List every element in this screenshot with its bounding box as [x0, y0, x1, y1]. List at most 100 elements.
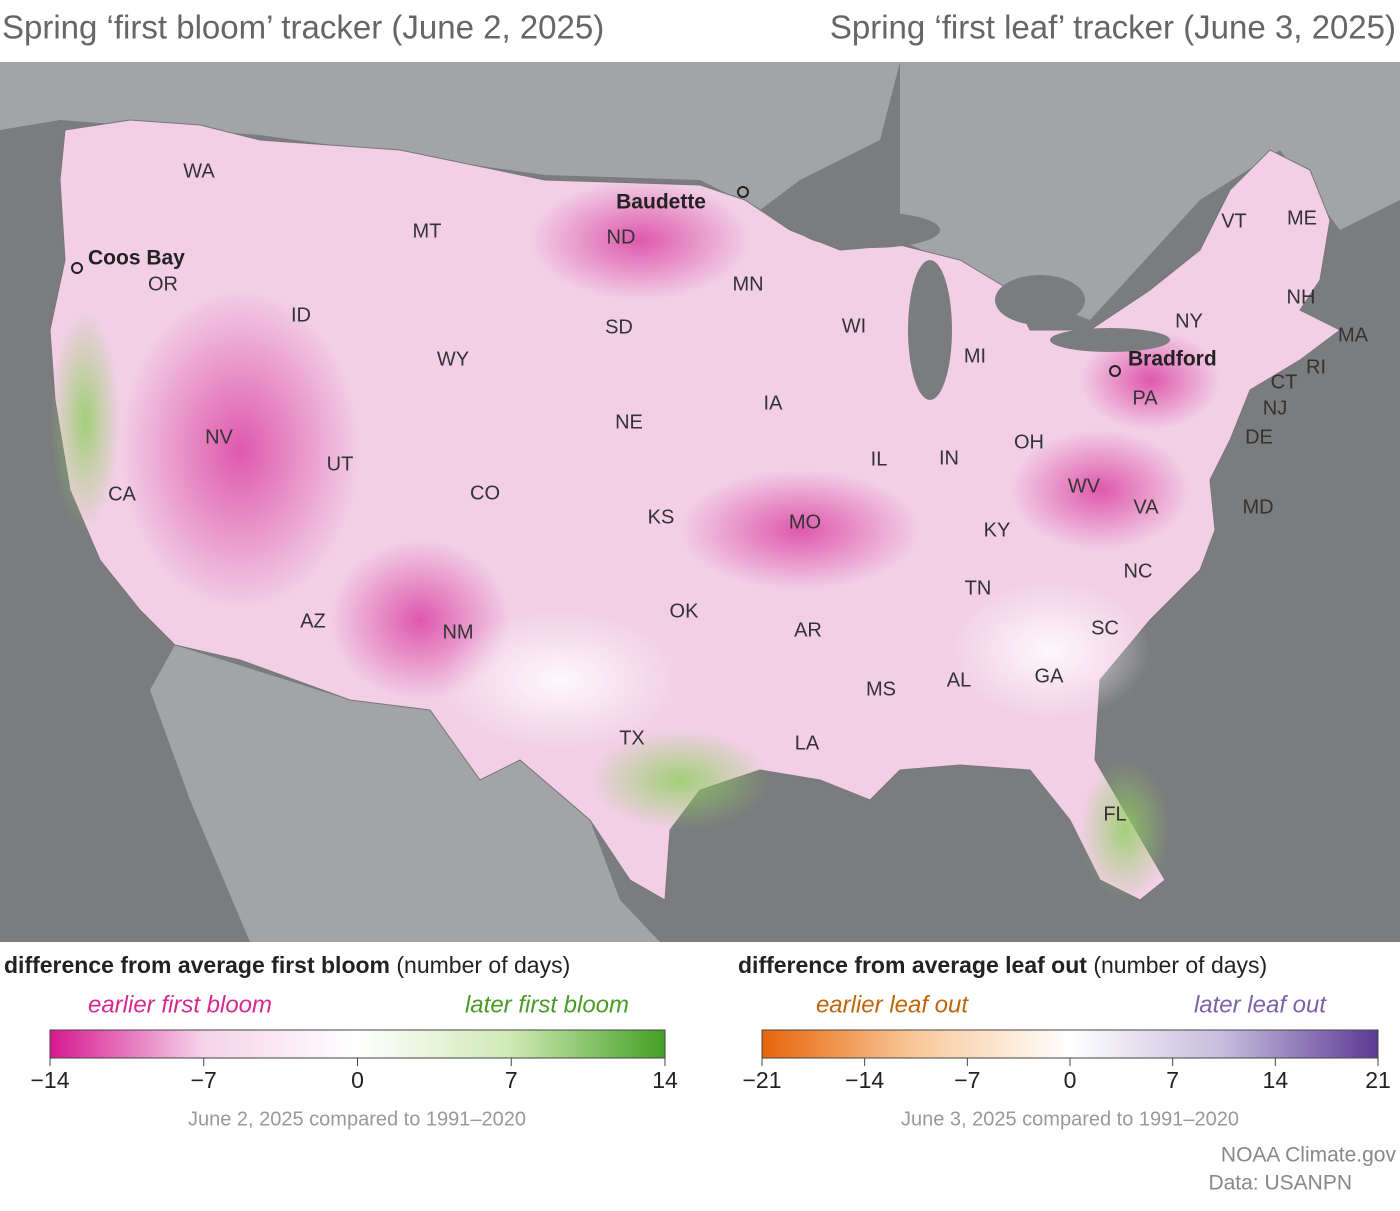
- state-label: MA: [1338, 324, 1369, 346]
- state-label: NY: [1175, 310, 1203, 332]
- pattern: [950, 580, 1150, 720]
- state-label: CA: [108, 483, 136, 505]
- state-label: MN: [732, 273, 763, 295]
- state-label: GA: [1035, 665, 1065, 687]
- credit: Data: USANPN: [1208, 1172, 1352, 1195]
- legend-title: difference from average leaf out (number…: [738, 952, 1267, 978]
- state-label: MT: [413, 220, 442, 242]
- pattern: [120, 290, 360, 610]
- state-label: WV: [1068, 475, 1101, 497]
- state-label: NE: [615, 411, 643, 433]
- pattern: [680, 470, 920, 590]
- state-label: KY: [984, 519, 1011, 541]
- colorbar: [49, 1029, 666, 1059]
- legend-low-label: earlier first bloom: [88, 991, 272, 1018]
- state-label: MD: [1242, 496, 1273, 518]
- state-label: IA: [764, 392, 784, 414]
- lake: [995, 275, 1085, 325]
- pattern: [1080, 330, 1220, 430]
- state-label: VT: [1221, 210, 1247, 232]
- state-label: ND: [607, 226, 636, 248]
- canada: [0, 62, 900, 210]
- canada-east: [900, 62, 1400, 320]
- city-label: Coos Bay: [88, 247, 185, 270]
- colorbar-tick-label: 14: [652, 1067, 678, 1093]
- colorbar-tick-label: 7: [1166, 1067, 1179, 1093]
- city-label: Baudette: [616, 191, 706, 214]
- state-label: FL: [1103, 803, 1126, 825]
- city-marker: [1109, 365, 1121, 377]
- pattern: [1080, 760, 1170, 900]
- state-label: OR: [148, 273, 178, 295]
- state-label: OH: [1014, 431, 1044, 453]
- lake: [800, 212, 940, 248]
- colorbar-tick-label: −7: [191, 1067, 217, 1093]
- state-label: WA: [183, 160, 215, 182]
- state-label: RI: [1306, 356, 1326, 378]
- state-label: WI: [842, 315, 866, 337]
- state-label: PA: [1132, 387, 1158, 409]
- state-label: KS: [648, 506, 675, 528]
- lake: [1050, 328, 1170, 352]
- state-label: AZ: [300, 610, 326, 632]
- mexico: [150, 645, 660, 942]
- state-label: VA: [1133, 496, 1159, 518]
- state-label: CO: [470, 482, 500, 504]
- state-label: ID: [291, 304, 311, 326]
- colorbar-tick-label: 14: [1263, 1067, 1289, 1093]
- state-label: MI: [964, 345, 986, 367]
- map: [0, 62, 1400, 942]
- pattern: [50, 310, 120, 530]
- title-left: Spring ‘first bloom’ tracker (June 2, 20…: [2, 9, 604, 46]
- city-marker: [737, 186, 749, 198]
- pattern: [530, 180, 750, 300]
- state-label: NM: [442, 621, 473, 643]
- state-label: TX: [619, 727, 645, 749]
- state-label: SC: [1091, 617, 1119, 639]
- legend-low-label: earlier leaf out: [816, 991, 969, 1018]
- state-label: OK: [670, 600, 700, 622]
- legend-title-unit: (number of days): [396, 952, 570, 978]
- legend-note: June 2, 2025 compared to 1991–2020: [188, 1108, 526, 1130]
- state-label: AL: [947, 669, 971, 691]
- title-right: Spring ‘first leaf’ tracker (June 3, 202…: [830, 9, 1396, 46]
- legend-title-bold: difference from average leaf out: [738, 952, 1087, 978]
- colorbar: [761, 1029, 1379, 1059]
- legend-title-unit: (number of days): [1093, 952, 1267, 978]
- pattern: [1010, 430, 1190, 550]
- legend-high-label: later first bloom: [465, 991, 629, 1018]
- state-label: MS: [866, 678, 896, 700]
- colorbar-tick-label: −14: [845, 1067, 884, 1093]
- pattern: [440, 610, 680, 750]
- state-label: WY: [437, 348, 469, 370]
- state-label: SD: [605, 316, 633, 338]
- state-label: AR: [794, 619, 822, 641]
- state-label: NJ: [1263, 397, 1287, 419]
- lake: [908, 260, 952, 400]
- legend-title-bold: difference from average first bloom: [4, 952, 390, 978]
- colorbar-tick-label: 7: [505, 1067, 518, 1093]
- colorbar-tick-label: −14: [30, 1067, 69, 1093]
- legend-title: difference from average first bloom (num…: [4, 952, 570, 978]
- legend-note: June 3, 2025 compared to 1991–2020: [901, 1108, 1239, 1130]
- state-label: MO: [789, 511, 821, 533]
- legend-high-label: later leaf out: [1194, 991, 1327, 1018]
- state-label: LA: [795, 732, 820, 754]
- pattern: [590, 730, 770, 830]
- state-label: NC: [1124, 560, 1153, 582]
- map-labels: WA OR CA NV ID MT WY UT AZ CO NM ND SD NE KS OK TX MN IA MO…: [71, 160, 1369, 825]
- legends: difference from average first bloom (num…: [4, 952, 1391, 1130]
- colorbar-tick-label: 0: [351, 1067, 364, 1093]
- state-label: DE: [1245, 426, 1273, 448]
- state-label: IN: [939, 447, 959, 469]
- colorbar-tick-label: −7: [954, 1067, 980, 1093]
- state-label: UT: [327, 453, 354, 475]
- colorbar-tick-label: −21: [742, 1067, 781, 1093]
- state-label: NV: [205, 426, 233, 448]
- colorbar-tick-label: 21: [1365, 1067, 1391, 1093]
- credit: NOAA Climate.gov: [1221, 1144, 1397, 1167]
- city-marker: [71, 262, 83, 274]
- colorbar-tick-label: 0: [1064, 1067, 1077, 1093]
- state-label: IL: [871, 448, 888, 470]
